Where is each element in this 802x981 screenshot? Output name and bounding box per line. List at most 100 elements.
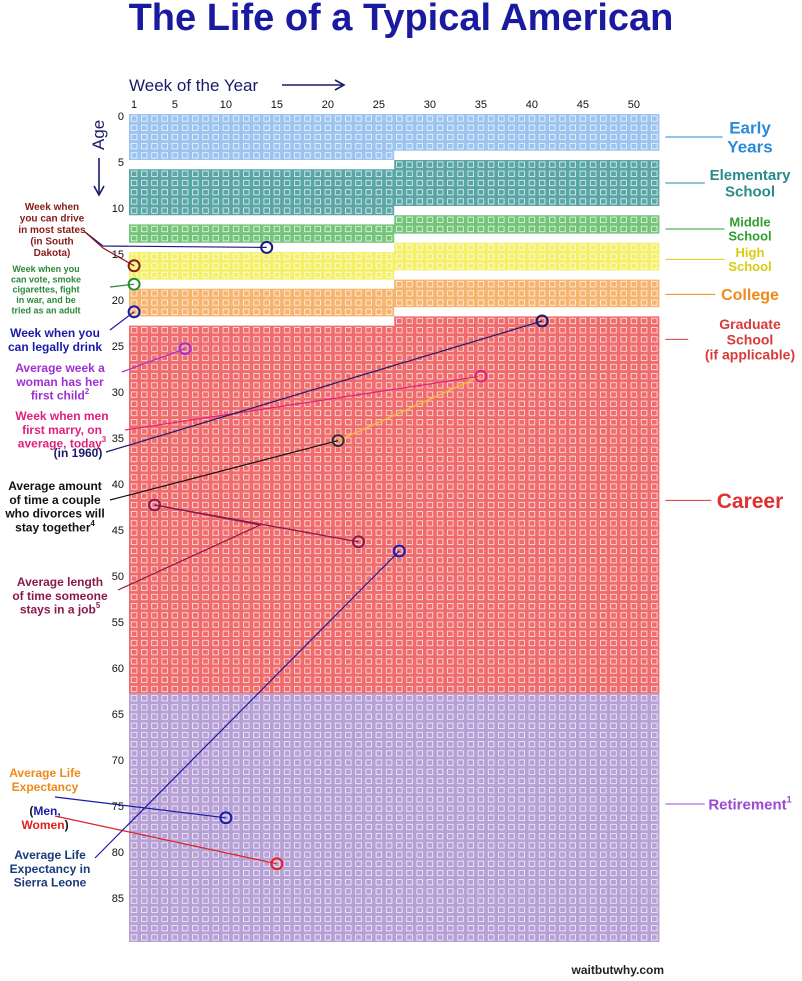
week-cell bbox=[243, 621, 250, 628]
week-cell bbox=[518, 281, 525, 288]
week-cell bbox=[243, 446, 250, 453]
week-cell bbox=[651, 198, 658, 205]
week-cell bbox=[579, 391, 587, 398]
week-cell bbox=[549, 189, 556, 196]
week-cell bbox=[334, 143, 342, 150]
week-cell bbox=[579, 382, 587, 389]
week-cell bbox=[365, 621, 372, 628]
week-cell bbox=[549, 143, 556, 150]
week-cell bbox=[436, 189, 444, 196]
week-cell bbox=[467, 437, 474, 444]
week-cell bbox=[283, 566, 291, 573]
week-cell bbox=[487, 179, 495, 187]
week-cell bbox=[477, 143, 485, 150]
week-cell bbox=[130, 621, 138, 628]
week-cell bbox=[569, 428, 576, 435]
week-cell bbox=[487, 400, 495, 407]
week-cell bbox=[396, 409, 403, 417]
week-cell bbox=[212, 253, 219, 260]
week-cell bbox=[212, 152, 219, 159]
week-cell bbox=[345, 474, 352, 481]
week-cell bbox=[498, 566, 505, 573]
week-cell bbox=[630, 179, 638, 187]
week-cell bbox=[141, 373, 148, 380]
week-cell bbox=[283, 575, 291, 582]
week-cell bbox=[396, 419, 403, 426]
week-cell bbox=[171, 299, 179, 306]
week-cell bbox=[161, 317, 168, 325]
week-cell bbox=[171, 474, 179, 481]
week-cell bbox=[559, 373, 566, 380]
week-cell bbox=[314, 547, 321, 555]
week-cell bbox=[559, 198, 566, 205]
week-cell bbox=[447, 225, 454, 233]
week-cell bbox=[569, 207, 576, 214]
week-cell bbox=[487, 161, 495, 168]
week-cell bbox=[579, 492, 587, 499]
week-cell bbox=[538, 455, 546, 463]
week-cell bbox=[314, 566, 321, 573]
week-cell bbox=[569, 511, 576, 518]
week-cell bbox=[355, 501, 362, 509]
week-cell bbox=[630, 446, 638, 453]
week-cell bbox=[589, 170, 597, 177]
week-cell bbox=[141, 152, 148, 159]
week-cell bbox=[457, 244, 464, 251]
week-cell bbox=[498, 501, 505, 509]
week-cell bbox=[620, 382, 627, 389]
week-cell bbox=[630, 538, 638, 545]
week-cell bbox=[559, 520, 566, 527]
week-cell bbox=[396, 179, 403, 187]
week-cell bbox=[304, 501, 311, 509]
week-cell bbox=[589, 400, 597, 407]
week-cell bbox=[457, 170, 464, 177]
week-cell bbox=[538, 170, 546, 177]
week-cell bbox=[202, 345, 209, 352]
week-cell bbox=[538, 225, 546, 233]
week-cell bbox=[549, 133, 556, 141]
week-cell bbox=[396, 317, 403, 325]
week-cell bbox=[253, 566, 260, 573]
week-cell bbox=[345, 391, 352, 398]
week-cell bbox=[232, 170, 240, 177]
week-cell bbox=[426, 290, 434, 297]
week-cell bbox=[171, 152, 179, 159]
week-cell bbox=[651, 207, 658, 214]
week-cell bbox=[385, 511, 393, 518]
week-cell bbox=[222, 115, 230, 122]
week-cell bbox=[273, 584, 281, 591]
week-cell bbox=[151, 189, 158, 196]
week-cell bbox=[222, 281, 230, 288]
week-cell bbox=[579, 161, 587, 168]
week-cell bbox=[559, 483, 566, 490]
week-cell bbox=[355, 308, 362, 315]
week-cell bbox=[467, 290, 474, 297]
week-cell bbox=[406, 538, 413, 545]
week-cell bbox=[151, 133, 158, 141]
week-cell bbox=[263, 327, 270, 334]
week-cell bbox=[569, 308, 576, 315]
week-cell bbox=[610, 547, 617, 555]
week-cell bbox=[171, 520, 179, 527]
week-cell bbox=[620, 262, 627, 269]
week-cell bbox=[477, 308, 485, 315]
week-cell bbox=[528, 621, 536, 628]
week-cell bbox=[202, 455, 209, 463]
week-cell bbox=[620, 161, 627, 168]
week-cell bbox=[334, 244, 342, 251]
week-cell bbox=[620, 253, 627, 260]
week-cell bbox=[436, 170, 444, 177]
week-cell bbox=[651, 428, 658, 435]
week-cell bbox=[243, 281, 250, 288]
week-cell bbox=[192, 189, 199, 196]
week-cell bbox=[416, 262, 423, 269]
week-cell bbox=[487, 317, 495, 325]
week-cell bbox=[130, 382, 138, 389]
week-cell bbox=[314, 115, 321, 122]
week-cell bbox=[559, 262, 566, 269]
week-cell bbox=[181, 115, 189, 122]
week-cell bbox=[324, 363, 332, 371]
week-cell bbox=[273, 170, 281, 177]
y-tick-label: 10 bbox=[112, 203, 124, 215]
week-cell bbox=[549, 216, 556, 223]
